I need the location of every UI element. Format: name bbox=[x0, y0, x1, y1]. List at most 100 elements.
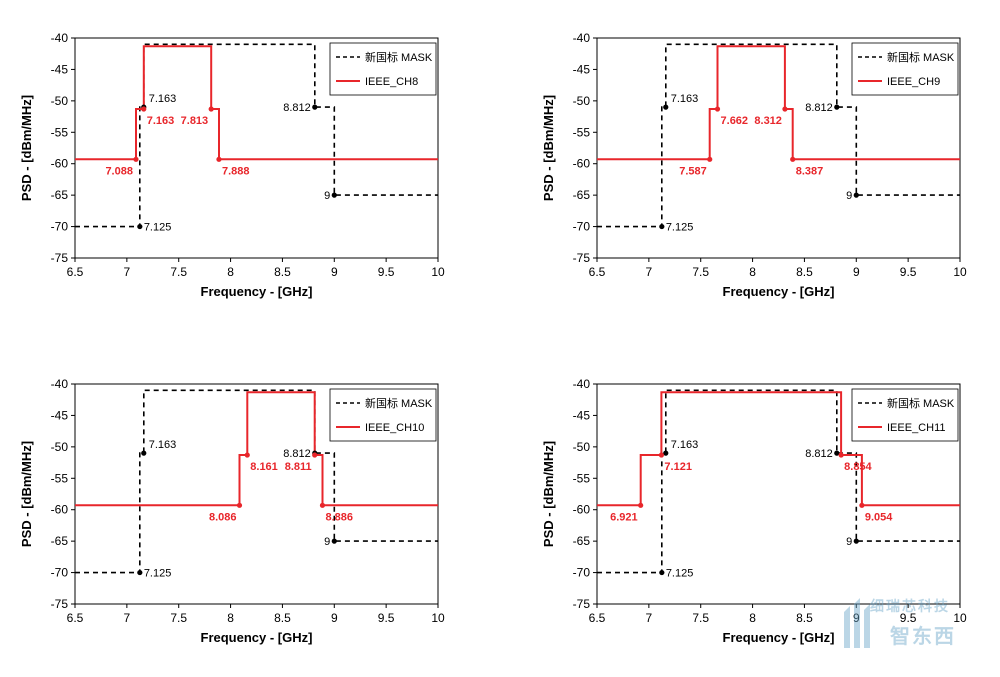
legend: 新国标 MASK IEEE_CH11 bbox=[851, 388, 959, 442]
mask-point-label: 7.163 bbox=[149, 93, 177, 105]
ieee-series-line bbox=[75, 391, 438, 507]
y-tick-label: -40 bbox=[573, 31, 591, 45]
ieee-series-line bbox=[75, 45, 438, 161]
y-tick-label: -75 bbox=[51, 597, 69, 611]
x-tick-label: 9.5 bbox=[900, 265, 917, 279]
ieee-point-label: 7.163 bbox=[147, 115, 175, 127]
x-tick-label: 7.5 bbox=[170, 611, 187, 625]
x-tick-label: 7 bbox=[646, 611, 653, 625]
y-tick-label: -40 bbox=[51, 377, 69, 391]
ieee-point-label: 8.854 bbox=[844, 461, 872, 473]
chart-panel-2: -40 -45 -50 -55 -60 -65 -70 -756.5 7 7.5 8 8.5 9 9.5 1… bbox=[541, 31, 967, 299]
y-tick-label: -55 bbox=[51, 125, 69, 139]
x-tick-label: 10 bbox=[431, 265, 445, 279]
x-tick-label: 9.5 bbox=[378, 265, 395, 279]
x-tick-label: 7 bbox=[124, 265, 131, 279]
y-axis-label: PSD - [dBm/MHz] bbox=[19, 441, 34, 547]
watermark: 细瑞芯科技 智东西 bbox=[840, 588, 990, 658]
chart-panel-1: -40 -45 -50 -55 -60 -65 -70 -756.5 7 7.5 8 8.5 9 9.5 1… bbox=[19, 31, 445, 299]
mask-point bbox=[137, 569, 143, 576]
mask-point bbox=[141, 450, 147, 456]
mask-series-line bbox=[597, 389, 960, 574]
ieee-point bbox=[312, 452, 318, 458]
x-tick-label: 8.5 bbox=[274, 265, 291, 279]
x-tick-label: 8 bbox=[227, 611, 234, 625]
ieee-point bbox=[658, 452, 665, 458]
x-tick-label: 9 bbox=[853, 265, 860, 279]
mask-point-label: 9 bbox=[324, 536, 330, 548]
mask-point-label: 9 bbox=[846, 536, 852, 548]
y-tick-label: -65 bbox=[573, 188, 591, 202]
x-tick-label: 8.5 bbox=[796, 265, 813, 279]
legend: 新国标 MASK IEEE_CH8 bbox=[329, 42, 437, 96]
ieee-point bbox=[216, 156, 222, 162]
mask-point-label: 7.125 bbox=[144, 568, 172, 580]
mask-point bbox=[137, 223, 143, 230]
x-tick-label: 6.5 bbox=[589, 265, 606, 279]
y-tick-label: -65 bbox=[51, 188, 69, 202]
ieee-point bbox=[838, 452, 844, 458]
watermark-line1: 细瑞芯科技 bbox=[870, 598, 950, 614]
ieee-point bbox=[859, 502, 865, 508]
mask-series-line bbox=[75, 389, 438, 574]
chart-panel-4: -40 -45 -50 -55 -60 -65 -70 -756.5 7 7.5 8 8.5 9 9.5 1… bbox=[541, 377, 967, 645]
plot-frame bbox=[74, 37, 439, 259]
ieee-point bbox=[790, 156, 796, 162]
mask-point-label: 8.812 bbox=[805, 102, 833, 114]
mask-point bbox=[853, 538, 859, 544]
ieee-point bbox=[244, 452, 250, 458]
y-tick-label: -60 bbox=[51, 503, 69, 517]
mask-point bbox=[331, 192, 337, 198]
y-tick-label: -45 bbox=[573, 408, 591, 422]
legend-box bbox=[329, 388, 437, 442]
x-tick-label: 10 bbox=[953, 265, 967, 279]
ieee-point-label: 7.121 bbox=[664, 461, 692, 473]
ieee-point bbox=[141, 106, 147, 112]
y-tick-label: -50 bbox=[573, 94, 591, 108]
ieee-series-line bbox=[597, 391, 960, 507]
ieee-point-label: 8.161 bbox=[250, 461, 278, 473]
ieee-point-label: 9.054 bbox=[865, 511, 893, 523]
mask-point-label: 8.812 bbox=[283, 448, 311, 460]
mask-point-label: 8.812 bbox=[283, 102, 311, 114]
ieee-point-label: 8.811 bbox=[285, 461, 312, 473]
mask-point-label: 9 bbox=[324, 190, 330, 202]
x-tick-label: 7 bbox=[124, 611, 131, 625]
mask-point-label: 7.125 bbox=[666, 222, 694, 234]
y-tick-label: -60 bbox=[573, 157, 591, 171]
legend-entry: IEEE_CH9 bbox=[887, 76, 940, 88]
watermark-line2: 智东西 bbox=[890, 626, 956, 648]
ieee-point bbox=[133, 156, 139, 162]
ieee-point-label: 7.587 bbox=[679, 165, 707, 177]
y-tick-label: -50 bbox=[51, 440, 69, 454]
ieee-point-label: 8.086 bbox=[209, 511, 237, 523]
mask-point-label: 7.125 bbox=[144, 222, 172, 234]
ieee-point bbox=[707, 156, 713, 162]
x-tick-label: 7.5 bbox=[692, 611, 709, 625]
x-tick-label: 9 bbox=[331, 265, 338, 279]
mask-series-line bbox=[597, 43, 960, 228]
mask-point-label: 7.163 bbox=[671, 439, 699, 451]
ieee-point-label: 8.312 bbox=[754, 115, 782, 127]
legend-box bbox=[851, 388, 959, 442]
ieee-point bbox=[208, 106, 214, 112]
mask-point-label: 7.125 bbox=[666, 568, 694, 580]
x-tick-label: 8.5 bbox=[274, 611, 291, 625]
x-tick-label: 6.5 bbox=[67, 265, 84, 279]
legend-box bbox=[851, 42, 959, 96]
x-axis-label: Frequency - [GHz] bbox=[201, 630, 313, 645]
y-axis-label: PSD - [dBm/MHz] bbox=[541, 441, 556, 547]
ieee-point-label: 8.886 bbox=[325, 511, 353, 523]
plot-frame bbox=[74, 383, 439, 605]
y-axis-label: PSD - [dBm/MHz] bbox=[19, 95, 34, 201]
x-tick-label: 6.5 bbox=[589, 611, 606, 625]
x-tick-label: 8.5 bbox=[796, 611, 813, 625]
y-tick-label: -75 bbox=[573, 597, 591, 611]
y-tick-label: -40 bbox=[573, 377, 591, 391]
watermark-logo-icon bbox=[844, 598, 870, 648]
mask-point-label: 8.812 bbox=[805, 448, 833, 460]
x-tick-label: 7 bbox=[646, 265, 653, 279]
x-tick-label: 10 bbox=[431, 611, 445, 625]
mask-point bbox=[312, 104, 318, 110]
